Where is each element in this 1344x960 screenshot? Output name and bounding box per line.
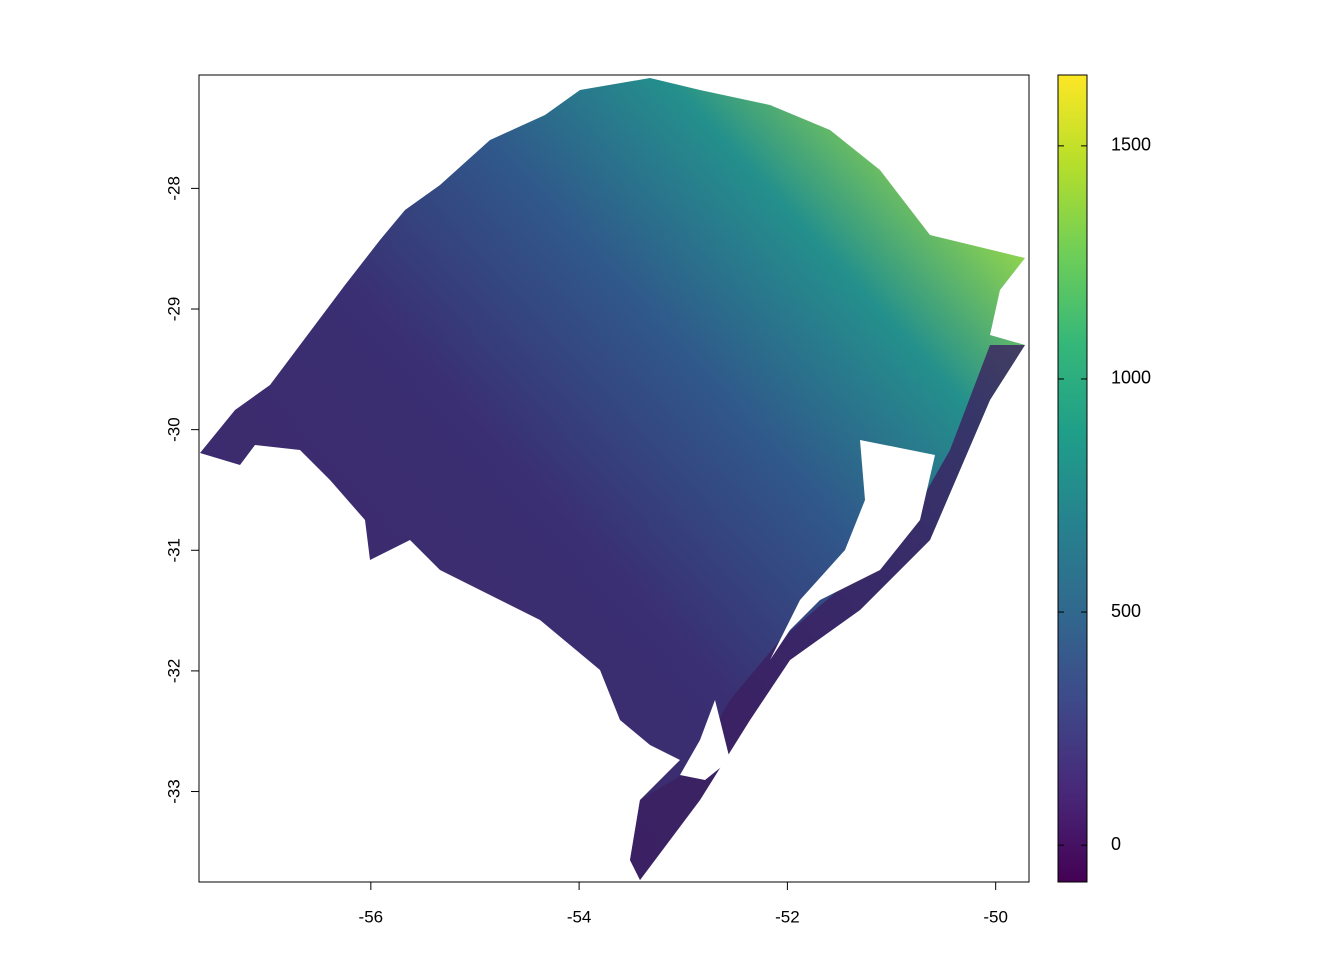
y-tick-label: -29 — [164, 297, 183, 322]
colorbar-tick-label: 0 — [1111, 834, 1121, 854]
y-tick-label: -30 — [164, 417, 183, 442]
y-tick-label: -32 — [164, 659, 183, 684]
region-elevation — [200, 78, 1025, 880]
plot-frame — [198, 74, 1030, 883]
colorbar-tick-label: 1000 — [1111, 368, 1151, 388]
y-tick-label: -28 — [164, 176, 183, 201]
x-tick-label: -52 — [775, 907, 800, 926]
x-tick-label: -50 — [983, 907, 1008, 926]
lagoon — [770, 440, 935, 660]
colorbar-tick-label: 1500 — [1111, 135, 1151, 155]
y-tick-label: -33 — [164, 779, 183, 804]
lowland — [630, 345, 1025, 880]
colorbar-tick-label: 500 — [1111, 601, 1141, 621]
x-tick-label: -56 — [359, 907, 384, 926]
colorbar — [1057, 74, 1088, 883]
y-tick-label: -31 — [164, 538, 183, 563]
x-tick-label: -54 — [567, 907, 592, 926]
map-area — [200, 78, 1025, 880]
lagoon — [680, 700, 730, 780]
